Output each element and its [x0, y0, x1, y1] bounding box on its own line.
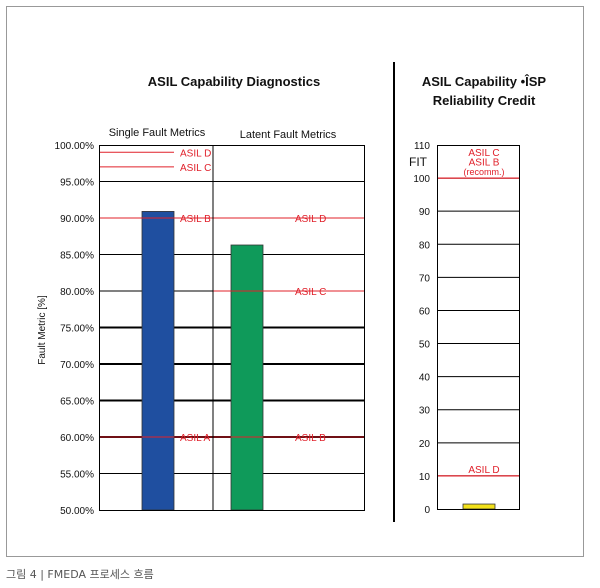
y-tick-label: 50.00% [60, 506, 94, 517]
y-tick-label: 100.00% [55, 141, 95, 152]
diagnostics-bars [141, 211, 264, 511]
diagnostics-thresholds: ASIL D ASIL C ASIL B ASIL A ASIL D ASIL C ASIL… [100, 148, 365, 444]
reliability-credit-chart: ASIL Capability •ÎSP Reliability Credit … [409, 74, 546, 516]
reliability-credit-bar [462, 503, 496, 510]
threshold-label: ASIL D [468, 465, 499, 476]
y-tick-label: 10 [419, 472, 431, 483]
y-tick-label: 30 [419, 406, 431, 417]
reliability-bars [462, 503, 496, 510]
y-tick-label: 95.00% [60, 178, 94, 189]
threshold-label: ASIL C [468, 148, 499, 159]
figure-caption: 그림 4 | FMEDA 프로세스 흐름 [6, 568, 154, 581]
reliability-chart-title-line1: ASIL Capability •ÎSP [422, 74, 547, 89]
reliability-chart-title-line2: Reliability Credit [433, 93, 536, 108]
y-tick-label: 60.00% [60, 433, 94, 444]
y-tick-label: 50 [419, 340, 431, 351]
diagnostics-plot-frame [99, 145, 365, 511]
y-tick-label: 85.00% [60, 251, 94, 262]
y-tick-label: 20 [419, 439, 431, 450]
single-fault-bar [141, 211, 175, 511]
threshold-label: ASIL C [295, 287, 326, 298]
diagnostics-chart-title: ASIL Capability Diagnostics [148, 74, 320, 89]
threshold-label: ASIL C [180, 163, 211, 174]
y-tick-label: 80 [419, 240, 431, 251]
y-tick-label: 75.00% [60, 324, 94, 335]
reliability-plot-frame [437, 145, 520, 510]
y-tick-label: 110 [414, 141, 430, 152]
diagnostics-grid: 100.00% 95.00% 90.00% 85.00% 80.00% 75.00% 70.… [55, 141, 365, 517]
y-tick-label: 70.00% [60, 360, 94, 371]
latent-fault-bar [230, 244, 264, 511]
y-tick-label: 90 [419, 207, 431, 218]
y-tick-label: 0 [424, 505, 430, 516]
y-tick-label: 90.00% [60, 214, 94, 225]
figure-frame [6, 6, 584, 557]
fit-axis-label: FIT [409, 155, 428, 169]
y-tick-label: 80.00% [60, 287, 94, 298]
threshold-label: ASIL D [180, 148, 211, 159]
y-tick-label: 70 [419, 273, 431, 284]
threshold-label: ASIL B [180, 214, 211, 225]
diagnostics-chart: ASIL Capability Diagnostics Single Fault… [37, 74, 365, 517]
y-tick-label: 60 [419, 306, 431, 317]
threshold-label: ASIL B [295, 433, 326, 444]
x-category-single-fault: Single Fault Metrics [109, 127, 206, 139]
threshold-label: (recomm.) [464, 167, 505, 177]
y-tick-label: 100 [413, 174, 430, 185]
threshold-label: ASIL A [180, 433, 211, 444]
threshold-label: ASIL D [295, 214, 326, 225]
diagnostics-y-axis-label: Fault Metric [%] [37, 295, 48, 365]
y-tick-label: 55.00% [60, 470, 94, 481]
y-tick-label: 65.00% [60, 397, 94, 408]
threshold-label: ASIL B [469, 158, 500, 169]
y-tick-label: 40 [419, 373, 431, 384]
x-category-latent-fault: Latent Fault Metrics [240, 129, 337, 141]
